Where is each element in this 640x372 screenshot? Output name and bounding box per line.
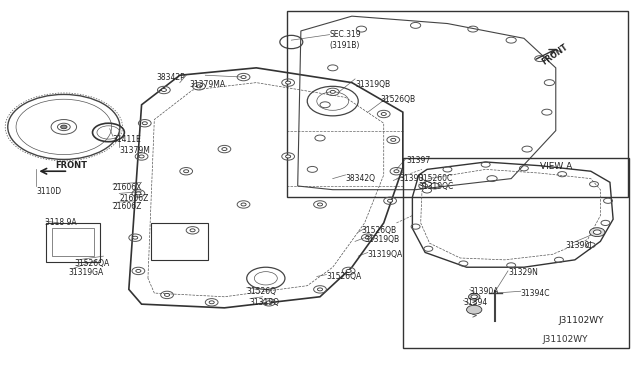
Circle shape <box>391 138 396 141</box>
Circle shape <box>132 236 138 239</box>
Bar <box>403 158 629 349</box>
Text: J31102WY: J31102WY <box>543 335 588 344</box>
Circle shape <box>190 229 195 232</box>
Circle shape <box>241 76 246 78</box>
Circle shape <box>136 269 141 272</box>
Text: 31526QA: 31526QA <box>326 272 362 281</box>
Text: 31390: 31390 <box>399 174 424 183</box>
Circle shape <box>589 228 605 237</box>
Text: 21606Z: 21606Z <box>113 202 142 211</box>
Circle shape <box>139 155 144 158</box>
Bar <box>287 11 628 197</box>
Text: 31379MA: 31379MA <box>189 80 225 89</box>
Circle shape <box>222 148 227 151</box>
Circle shape <box>330 90 335 93</box>
Text: 31319QB: 31319QB <box>365 235 400 244</box>
Bar <box>46 223 100 262</box>
Circle shape <box>142 122 147 125</box>
Text: 38342P: 38342P <box>156 73 185 81</box>
Text: 31526QB: 31526QB <box>362 226 397 235</box>
Text: 31411E: 31411E <box>113 135 141 144</box>
Text: 31329N: 31329N <box>508 268 538 277</box>
Circle shape <box>285 81 291 84</box>
Circle shape <box>381 112 387 115</box>
Circle shape <box>593 230 601 234</box>
Text: 31319QA: 31319QA <box>368 250 403 259</box>
Circle shape <box>317 288 323 291</box>
Text: 3118 9A: 3118 9A <box>45 218 76 227</box>
Circle shape <box>317 203 323 206</box>
Bar <box>151 223 209 260</box>
Circle shape <box>266 301 271 304</box>
Text: 38342Q: 38342Q <box>346 174 376 183</box>
Text: 31379M: 31379M <box>119 147 150 155</box>
Text: SEC.319
(3191B): SEC.319 (3191B) <box>330 31 361 50</box>
Text: 31319QC: 31319QC <box>419 182 454 190</box>
Text: 31394: 31394 <box>463 298 488 307</box>
Text: 31319QB: 31319QB <box>355 80 390 89</box>
Circle shape <box>285 155 291 158</box>
Text: 21606Z: 21606Z <box>119 195 148 203</box>
Circle shape <box>184 170 189 173</box>
Text: 21606X: 21606X <box>113 183 142 192</box>
Text: 31397: 31397 <box>406 155 430 165</box>
Circle shape <box>471 295 477 299</box>
Circle shape <box>241 203 246 206</box>
Text: 31390J: 31390J <box>565 241 592 250</box>
Text: 31394C: 31394C <box>521 289 550 298</box>
Circle shape <box>164 294 170 296</box>
Circle shape <box>468 294 480 300</box>
Text: 31390A: 31390A <box>470 287 499 296</box>
Circle shape <box>61 125 67 129</box>
Circle shape <box>136 192 141 195</box>
Text: 315260C: 315260C <box>419 174 453 183</box>
Text: 31319GA: 31319GA <box>68 268 104 277</box>
Text: 3110D: 3110D <box>36 187 61 196</box>
Circle shape <box>196 85 202 88</box>
Circle shape <box>422 182 431 187</box>
Text: 31526Q: 31526Q <box>246 287 276 296</box>
Text: 31319Q: 31319Q <box>250 298 280 307</box>
Text: 31526QB: 31526QB <box>381 95 415 104</box>
Circle shape <box>467 305 482 314</box>
Text: FRONT: FRONT <box>56 161 88 170</box>
Circle shape <box>209 301 214 304</box>
Text: J31102WY: J31102WY <box>559 316 604 325</box>
Circle shape <box>365 236 371 239</box>
Circle shape <box>394 170 399 173</box>
Text: VIEW A: VIEW A <box>540 163 572 171</box>
Text: FRONT: FRONT <box>540 42 569 66</box>
Text: 31526QA: 31526QA <box>75 259 110 268</box>
Bar <box>52 228 94 256</box>
Circle shape <box>346 269 351 272</box>
Circle shape <box>161 89 166 92</box>
Circle shape <box>422 188 431 193</box>
Circle shape <box>388 199 393 202</box>
